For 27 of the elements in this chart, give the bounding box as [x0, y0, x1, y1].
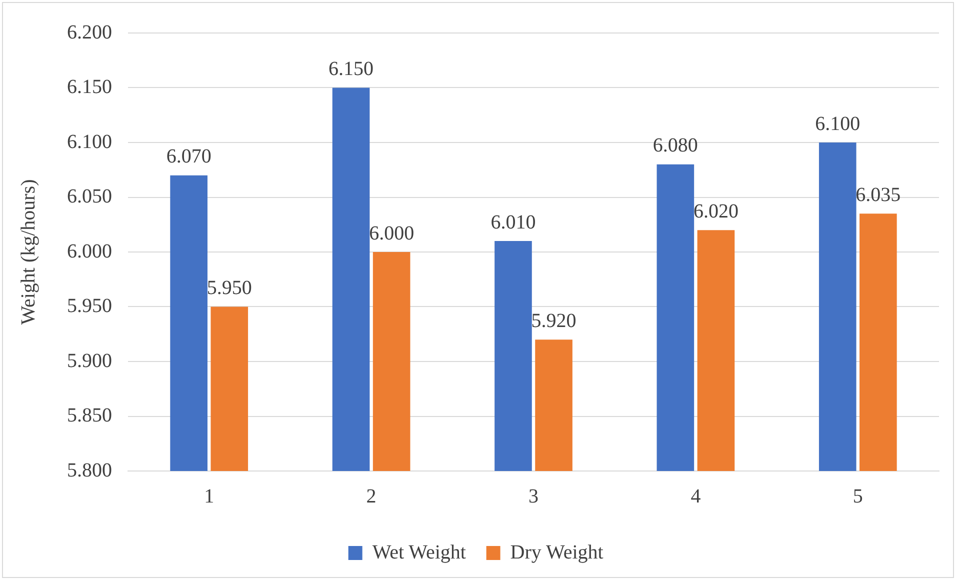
data-label: 6.070	[166, 146, 212, 168]
y-tick-label: 5.950	[67, 295, 112, 317]
data-label: 5.920	[531, 310, 576, 332]
y-tick-label: 6.100	[67, 130, 112, 153]
x-tick-label: 1	[204, 485, 214, 508]
y-tick-label: 6.050	[67, 186, 112, 208]
y-axis-title: Weight (kg/hours)	[17, 179, 40, 325]
data-label: 6.100	[815, 112, 860, 135]
y-tick-label: 5.900	[67, 350, 112, 372]
x-tick-label: 4	[690, 485, 701, 508]
legend-label: Dry Weight	[510, 541, 604, 564]
data-label: 6.000	[369, 222, 414, 244]
y-tick-label: 6.200	[67, 21, 112, 44]
y-tick-label: 5.850	[67, 404, 112, 426]
data-label: 6.080	[652, 134, 698, 157]
y-tick-label: 6.150	[67, 76, 112, 98]
legend-label: Wet Weight	[372, 541, 466, 564]
y-tick-label: 5.800	[67, 459, 112, 482]
x-tick-label: 3	[528, 485, 538, 508]
data-label: 6.010	[490, 211, 536, 234]
x-tick-label: 2	[366, 485, 376, 508]
data-label: 6.150	[328, 58, 374, 80]
x-tick-label: 5	[852, 485, 863, 508]
data-label: 6.035	[856, 184, 901, 206]
y-tick-label: 6.000	[67, 240, 112, 262]
data-label: 6.020	[693, 200, 738, 222]
data-label: 5.950	[206, 277, 252, 299]
